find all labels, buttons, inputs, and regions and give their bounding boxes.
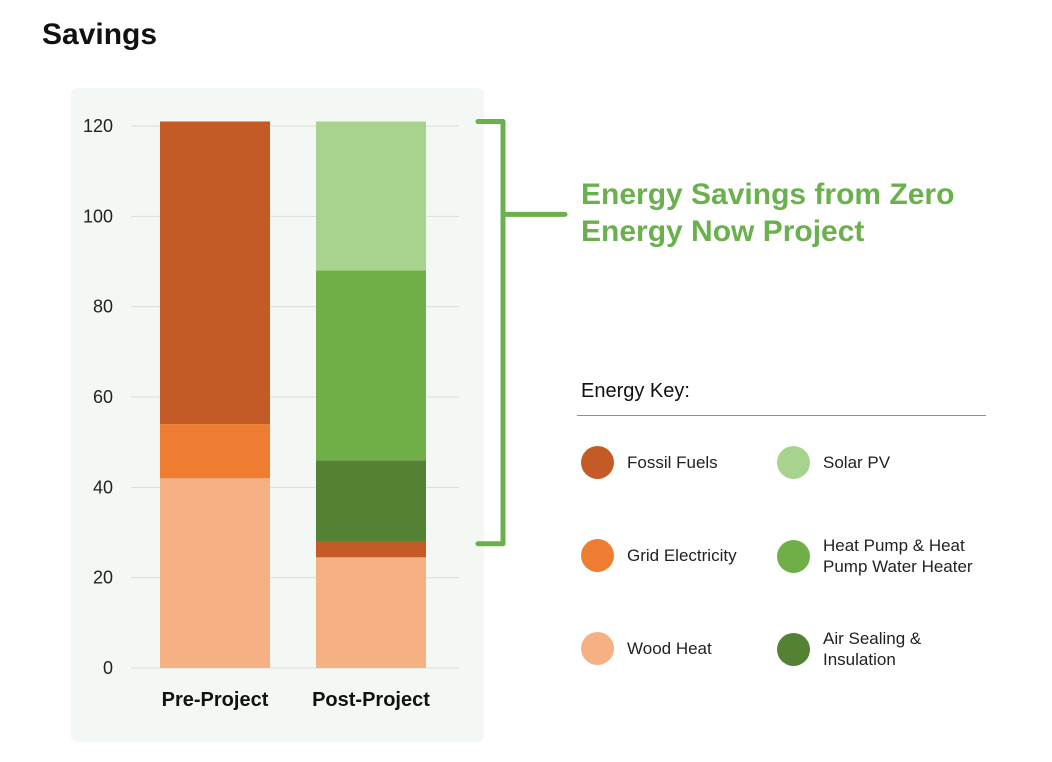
legend-item-fossil-fuels: Fossil Fuels xyxy=(581,446,718,479)
legend-swatch xyxy=(581,446,614,479)
bar-segment xyxy=(316,557,426,668)
y-tick-label: 80 xyxy=(93,297,113,317)
legend-label: Wood Heat xyxy=(627,639,712,658)
y-tick-label: 60 xyxy=(93,387,113,407)
y-tick-label: 20 xyxy=(93,568,113,588)
bar-segment xyxy=(316,460,426,542)
legend-swatch xyxy=(777,539,810,573)
x-tick-label: Post-Project xyxy=(312,689,430,711)
bar-segment xyxy=(316,541,426,558)
legend-item-wood-heat: Wood Heat xyxy=(581,632,712,665)
legend-swatch xyxy=(581,632,614,665)
energy-key: Energy Key: Fossil Fuels Solar PV Grid E… xyxy=(577,380,997,669)
y-tick-label: 100 xyxy=(83,206,113,226)
y-tick-label: 120 xyxy=(83,116,113,136)
legend-swatch xyxy=(777,446,810,479)
page-title: Savings xyxy=(42,18,158,51)
bar-segment xyxy=(316,121,426,271)
bar-segment xyxy=(316,270,426,461)
callout-title: Energy Savings from Zero Energy Now Proj… xyxy=(581,178,955,248)
legend-label: Heat Pump & Heat Pump Water Heater xyxy=(823,536,973,576)
x-tick-label: Pre-Project xyxy=(162,689,269,711)
legend-label: Fossil Fuels xyxy=(627,453,718,472)
legend-swatch xyxy=(777,632,810,666)
legend-title: Energy Key: xyxy=(577,380,986,416)
bar-segment xyxy=(160,478,270,668)
stacked-bar-chart: 020406080100120Million BTUPre-ProjectPos… xyxy=(83,116,459,711)
legend-label: Solar PV xyxy=(823,453,891,472)
bracket-path xyxy=(475,118,568,547)
legend-item-solar-pv: Solar PV xyxy=(777,446,890,479)
legend-item-grid-electricity: Grid Electricity xyxy=(581,539,737,572)
legend-item-heat-pump: Heat Pump & Heat Pump Water Heater xyxy=(777,535,973,577)
y-tick-label: 40 xyxy=(93,477,113,497)
bar-segment xyxy=(160,121,270,425)
bar-segment xyxy=(160,424,270,479)
legend-label: Air Sealing & Insulation xyxy=(823,629,922,669)
y-tick-label: 0 xyxy=(103,658,113,678)
legend-label: Grid Electricity xyxy=(627,546,737,565)
chart-panel: 020406080100120Million BTUPre-ProjectPos… xyxy=(71,88,484,742)
legend-item-air-sealing: Air Sealing & Insulation xyxy=(777,628,921,670)
legend-swatch xyxy=(581,539,614,572)
